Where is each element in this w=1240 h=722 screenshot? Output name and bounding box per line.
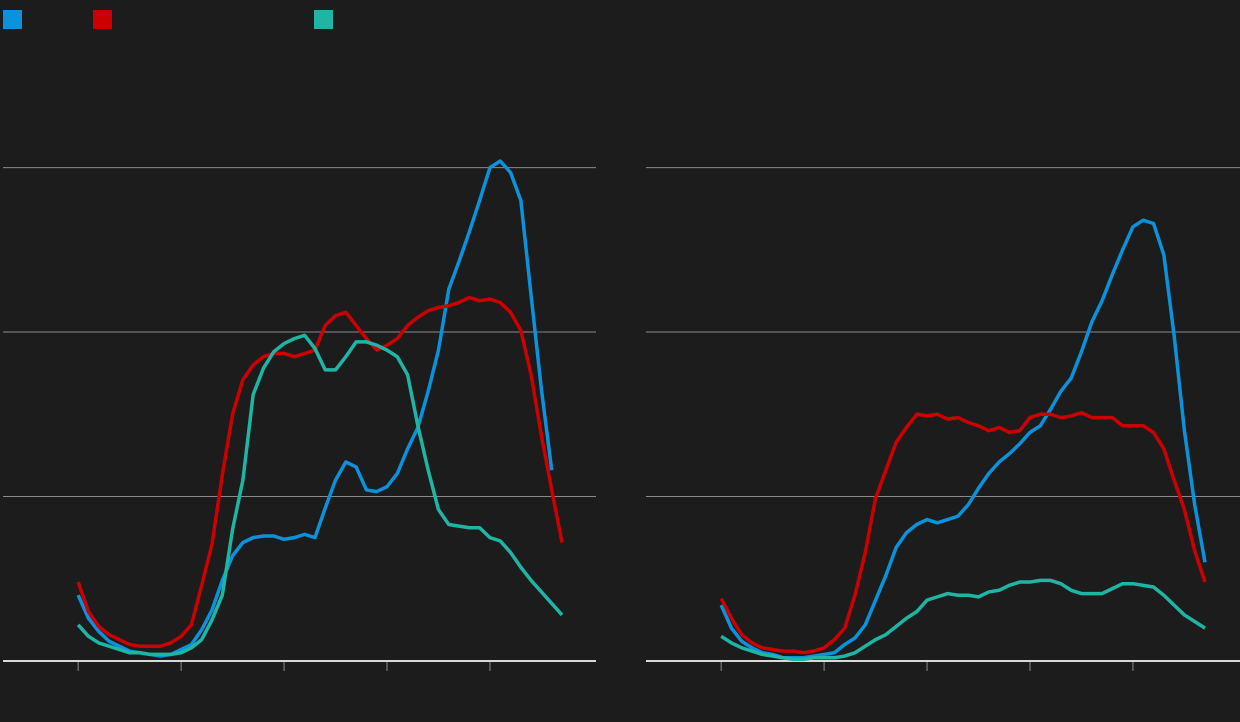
legend-swatch — [314, 10, 333, 29]
legend-swatch — [3, 10, 22, 29]
series-line — [76, 295, 564, 648]
legend-swatch — [93, 10, 112, 29]
series-line — [720, 578, 1206, 662]
series-line — [719, 410, 1207, 655]
series-line — [76, 333, 564, 657]
